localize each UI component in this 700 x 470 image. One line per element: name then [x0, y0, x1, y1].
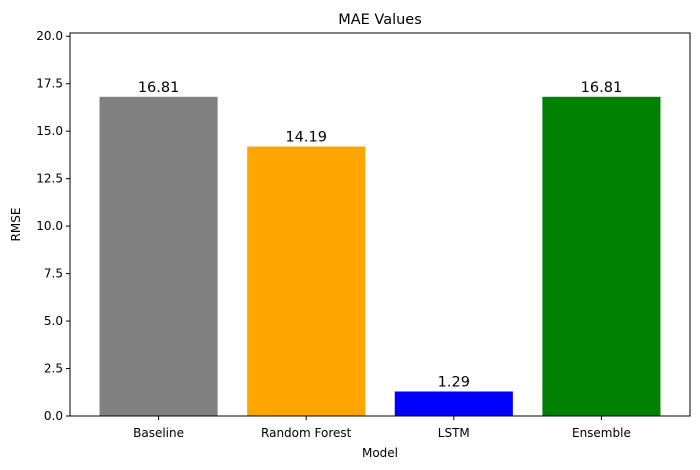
plot-frame — [69, 32, 691, 417]
x-tick-label: Random Forest — [261, 426, 352, 440]
y-tick-label: 7.5 — [44, 267, 63, 281]
y-tick-label: 15.0 — [36, 124, 63, 138]
y-tick-label: 0.0 — [44, 409, 63, 423]
x-tick-label: LSTM — [438, 426, 470, 440]
value-label: 16.81 — [138, 80, 180, 96]
bar-random-forest — [247, 146, 366, 416]
value-label: 14.19 — [285, 130, 327, 146]
bars-group — [99, 96, 661, 416]
x-tick-label: Ensemble — [572, 426, 631, 440]
y-axis: 0.0 2.5 5.0 7.5 10.0 12.5 15.0 17.5 20.0 — [36, 29, 70, 423]
bar-baseline — [99, 96, 218, 416]
x-tick-label: Baseline — [133, 426, 184, 440]
y-tick-label: 2.5 — [44, 362, 63, 376]
x-axis-label: Model — [362, 446, 398, 460]
y-tick-label: 5.0 — [44, 314, 63, 328]
y-tick-label: 12.5 — [36, 172, 63, 186]
y-tick-label: 17.5 — [36, 77, 63, 91]
bar-lstm — [394, 391, 513, 416]
y-axis-label: RMSE — [9, 208, 23, 242]
y-tick-label: 10.0 — [36, 219, 63, 233]
value-label: 1.29 — [438, 375, 470, 391]
bar-ensemble — [542, 96, 661, 416]
chart-title: MAE Values — [338, 12, 422, 28]
y-tick-label: 20.0 — [36, 29, 63, 43]
value-labels-group: 16.81 14.19 1.29 16.81 — [138, 80, 622, 391]
value-label: 16.81 — [581, 80, 623, 96]
x-axis: Baseline Random Forest LSTM Ensemble — [133, 416, 631, 440]
